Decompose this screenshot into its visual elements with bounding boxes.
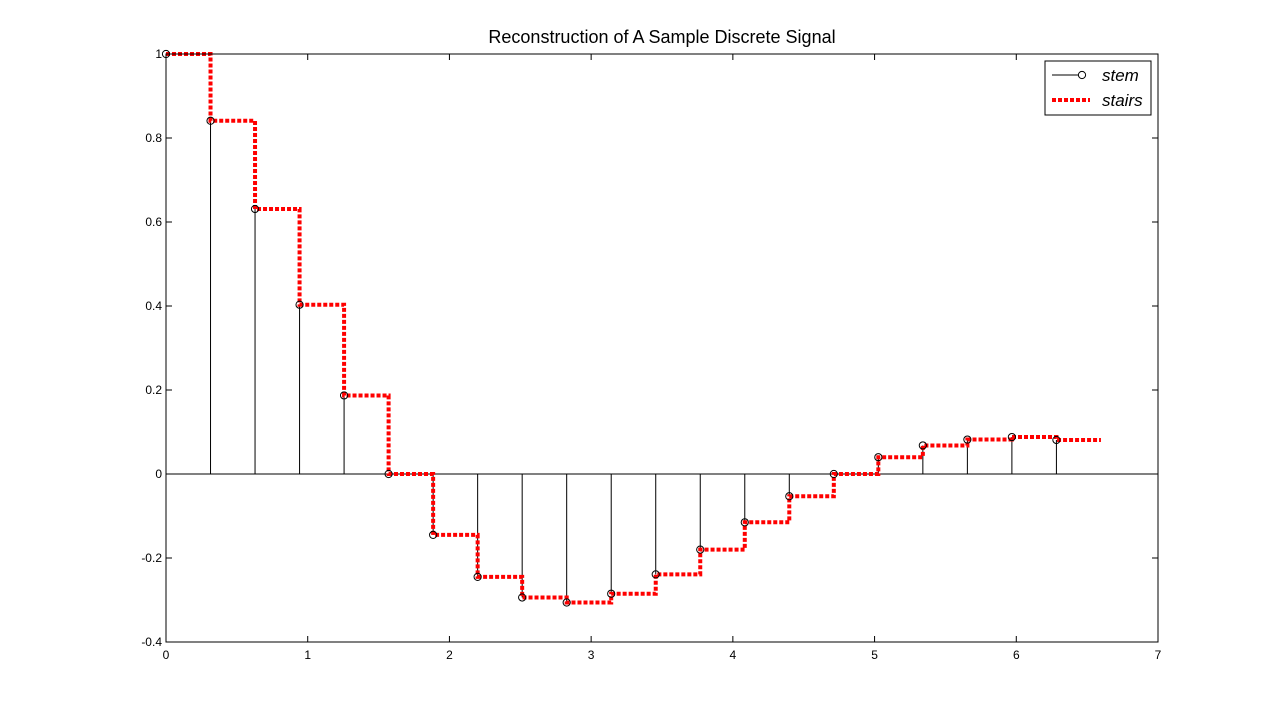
legend: stem stairs <box>1044 60 1152 116</box>
legend-stem-marker <box>1077 70 1087 80</box>
stem-marker <box>518 593 527 602</box>
x-tick-label: 7 <box>1155 648 1162 662</box>
stem-marker <box>250 204 260 214</box>
stem-marker <box>963 435 972 444</box>
stem-marker <box>918 441 927 450</box>
stem-marker <box>384 469 393 479</box>
stem-marker <box>829 469 838 479</box>
stem-marker <box>473 572 482 582</box>
stem-marker <box>740 518 749 527</box>
stem-marker <box>339 391 349 400</box>
y-tick-label: 1 <box>155 47 162 61</box>
stairs-line <box>166 52 1101 605</box>
stem-marker <box>295 300 304 309</box>
x-tick-label: 0 <box>163 648 170 662</box>
y-tick-label: 0.6 <box>145 215 162 229</box>
x-tick-label: 1 <box>304 648 311 662</box>
y-tick-label: 0.4 <box>145 299 162 313</box>
axes-layer: 0 1 2 3 4 5 6 7 -0.4 -0.2 0 0.2 0.4 0.6 0.8 1 <box>141 47 1161 662</box>
y-tick-label: -0.4 <box>141 635 162 649</box>
x-tick-label: 5 <box>871 648 878 662</box>
y-tick-label: 0.2 <box>145 383 162 397</box>
stem-marker <box>785 492 794 501</box>
legend-label-stairs: stairs <box>1102 91 1143 110</box>
y-tick-label: -0.2 <box>141 551 162 565</box>
stem-marker <box>696 545 705 554</box>
plot-frame <box>165 53 1159 643</box>
stem-marker <box>1052 435 1061 445</box>
legend-label-stem: stem <box>1102 66 1139 85</box>
x-tick-label: 2 <box>446 648 453 662</box>
y-tick-label: 0 <box>155 467 162 481</box>
y-tick-label: 0.8 <box>145 131 162 145</box>
stem-marker <box>562 598 571 607</box>
chart-title: Reconstruction of A Sample Discrete Sign… <box>488 27 835 47</box>
stem-marker <box>874 453 883 462</box>
stem-marker <box>1007 432 1016 442</box>
stem-marker <box>206 116 215 125</box>
stem-marker <box>651 570 660 579</box>
legend-box <box>1044 60 1152 116</box>
stem-marker <box>607 589 616 598</box>
plot-area <box>166 54 1158 642</box>
x-tick-label: 3 <box>588 648 595 662</box>
stem-marker <box>429 530 438 540</box>
x-tick-label: 4 <box>730 648 737 662</box>
x-tick-label: 6 <box>1013 648 1020 662</box>
